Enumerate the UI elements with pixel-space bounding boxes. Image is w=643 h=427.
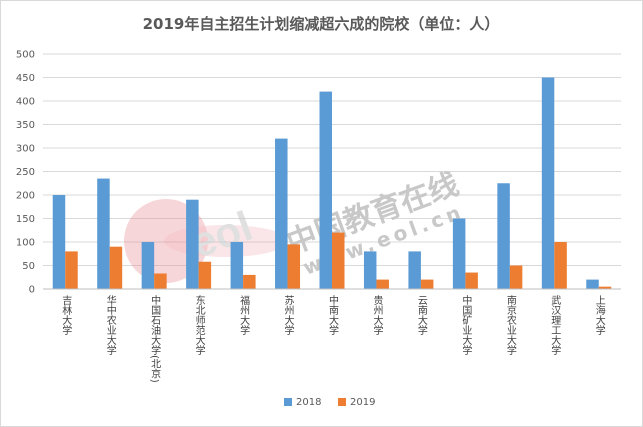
x-tick-label: 华中农业大学 bbox=[104, 294, 116, 355]
x-tick-label: 中南大学 bbox=[327, 294, 339, 335]
y-tick-label: 100 bbox=[16, 238, 35, 249]
y-tick-label: 400 bbox=[16, 97, 35, 108]
x-tick-label: 云南大学 bbox=[415, 295, 427, 335]
y-axis: 0 50 100 150 200 250 300 350 400 450 500 bbox=[16, 50, 35, 296]
legend-swatch-2018 bbox=[284, 398, 292, 406]
bar-2018-6 bbox=[319, 91, 332, 289]
y-tick-label: 250 bbox=[16, 167, 35, 178]
x-axis: 吉林大学 华中农业大学 中国石油大学(北京) 东北师范大学 福州大学 苏州大学 中南大学 贵州… bbox=[60, 294, 606, 383]
y-tick-label: 450 bbox=[16, 73, 35, 84]
bar-2019-9 bbox=[465, 272, 478, 289]
bar-2019-3 bbox=[198, 261, 212, 289]
bar-2019-12 bbox=[598, 286, 612, 289]
bar-2019-4 bbox=[243, 274, 256, 289]
legend-label: 2018 bbox=[296, 397, 321, 408]
bar-2018-3 bbox=[186, 199, 199, 289]
bar-2019-7 bbox=[376, 279, 389, 289]
bar-2018-11 bbox=[541, 77, 555, 289]
x-tick-label: 东北师范大学 bbox=[193, 294, 205, 355]
bar-2019-8 bbox=[420, 279, 434, 289]
x-tick-label: 南京农业大学 bbox=[504, 294, 516, 355]
legend-swatch-2019 bbox=[338, 398, 346, 406]
bar-2018-1 bbox=[97, 178, 110, 289]
bar-2018-8 bbox=[408, 251, 421, 289]
bar-2018-2 bbox=[141, 242, 155, 289]
bar-2018-0 bbox=[52, 195, 66, 289]
bar-2018-9 bbox=[452, 218, 466, 289]
y-tick-label: 200 bbox=[16, 191, 35, 202]
bar-2018-10 bbox=[497, 183, 510, 289]
bar-2019-5 bbox=[287, 244, 301, 289]
bar-2019-0 bbox=[65, 251, 78, 289]
x-tick-label: 上海大学 bbox=[593, 295, 605, 335]
y-tick-label: 300 bbox=[16, 144, 35, 155]
legend: 2018 2019 bbox=[284, 397, 375, 408]
y-tick-label: 0 bbox=[29, 285, 35, 296]
bar-2019-11 bbox=[554, 242, 567, 289]
y-tick-label: 50 bbox=[22, 261, 35, 272]
x-tick-label: 中国矿业大学 bbox=[460, 294, 472, 355]
bar-2019-10 bbox=[509, 265, 523, 289]
bars bbox=[52, 77, 612, 289]
bar-2019-6 bbox=[332, 232, 345, 289]
bar-2018-5 bbox=[275, 138, 288, 289]
bar-2019-1 bbox=[109, 246, 123, 289]
x-tick-label: 武汉理工大学 bbox=[549, 294, 561, 355]
y-tick-label: 350 bbox=[16, 120, 35, 131]
y-tick-label: 150 bbox=[16, 214, 35, 225]
chart-title: 2019年自主招生计划缩减超六成的院校（单位：人） bbox=[143, 15, 500, 33]
bar-2018-7 bbox=[363, 251, 377, 289]
x-tick-label: 苏州大学 bbox=[282, 294, 294, 335]
x-tick-label: 福州大学 bbox=[238, 294, 250, 335]
x-tick-label: 贵州大学 bbox=[371, 294, 383, 335]
legend-label: 2019 bbox=[350, 397, 375, 408]
y-tick-label: 500 bbox=[16, 50, 35, 61]
bar-2018-12 bbox=[586, 279, 599, 289]
bar-2019-2 bbox=[154, 273, 167, 289]
x-tick-label: 吉林大学 bbox=[60, 295, 72, 335]
bar-2018-4 bbox=[230, 242, 244, 289]
x-tick-label: 中国石油大学(北京) bbox=[149, 294, 161, 383]
